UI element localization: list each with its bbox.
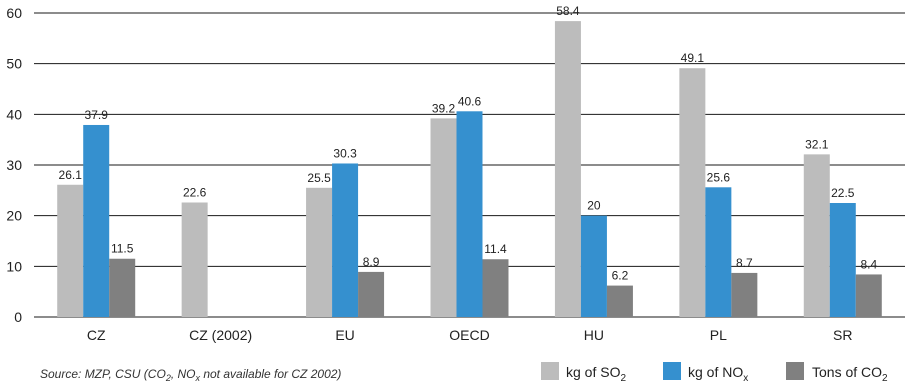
bar-so2-6 bbox=[803, 154, 830, 317]
bar-value-label: 49.1 bbox=[681, 51, 705, 65]
bar-value-label: 58.4 bbox=[556, 4, 580, 18]
legend-item-co2: Tons of CO2 bbox=[786, 362, 888, 383]
bar-value-label: 11.5 bbox=[111, 242, 134, 256]
bar-co2-4 bbox=[606, 285, 633, 317]
bar-nox-6 bbox=[829, 203, 856, 317]
legend-item-so2: kg of SO2 bbox=[541, 362, 626, 383]
y-tick-label: 0 bbox=[14, 309, 22, 325]
legend-label-so2: kg of SO2 bbox=[566, 364, 626, 383]
bar-value-label: 30.3 bbox=[333, 146, 357, 160]
bar-value-label: 11.4 bbox=[484, 242, 507, 256]
bar-value-label: 32.1 bbox=[805, 137, 829, 151]
bar-so2-2 bbox=[306, 187, 333, 317]
bar-value-label: 22.5 bbox=[831, 186, 855, 200]
category-label: SR bbox=[833, 327, 852, 343]
bar-nox-0 bbox=[83, 124, 110, 318]
bar-value-label: 20 bbox=[587, 199, 601, 213]
y-tick-label: 20 bbox=[6, 208, 22, 224]
y-tick-label: 30 bbox=[6, 157, 22, 173]
bar-value-labels: 26.1 37.9 11.5 22.6 25.530.3 8.9 39.240.6 11.4 5… bbox=[59, 4, 878, 282]
legend-label-co2: Tons of CO2 bbox=[812, 364, 888, 383]
bar-value-label: 37.9 bbox=[85, 108, 109, 122]
y-tick-label: 10 bbox=[6, 258, 22, 274]
y-tick-label: 60 bbox=[6, 5, 22, 21]
bar-so2-5 bbox=[679, 68, 706, 317]
bar-so2-0 bbox=[57, 184, 84, 317]
legend-swatch-co2 bbox=[786, 362, 804, 380]
bar-nox-4 bbox=[580, 215, 607, 317]
category-labels: CZ CZ (2002) EU OECD HU PL SR bbox=[87, 327, 853, 343]
legend-label-nox: kg of NOx bbox=[688, 364, 748, 383]
bar-value-label: 25.5 bbox=[307, 171, 331, 185]
category-label: EU bbox=[335, 327, 354, 343]
legend: kg of SO2 kg of NOx Tons of CO2 bbox=[541, 362, 888, 383]
y-axis-tick-labels: 0 10 20 30 40 50 60 bbox=[6, 5, 22, 325]
bar-so2-4 bbox=[554, 21, 581, 318]
bar-nox-5 bbox=[705, 187, 732, 317]
bar-so2-3 bbox=[430, 118, 457, 318]
bar-value-label: 25.6 bbox=[707, 170, 731, 184]
bars bbox=[57, 21, 882, 318]
legend-swatch-so2 bbox=[541, 362, 559, 380]
bar-value-label: 6.2 bbox=[612, 269, 629, 283]
bar-co2-5 bbox=[731, 272, 758, 317]
bar-so2-1 bbox=[181, 202, 208, 317]
bar-value-label: 40.6 bbox=[458, 94, 482, 108]
bar-value-label: 8.7 bbox=[736, 256, 753, 270]
legend-item-nox: kg of NOx bbox=[663, 362, 748, 383]
bar-co2-6 bbox=[855, 274, 882, 317]
bar-nox-2 bbox=[332, 163, 359, 317]
y-tick-label: 40 bbox=[6, 106, 22, 122]
source-note: Source: MZP, CSU (CO2, NOx not available… bbox=[40, 367, 341, 383]
category-label: CZ bbox=[87, 327, 106, 343]
bar-value-label: 22.6 bbox=[183, 185, 207, 199]
category-label: HU bbox=[584, 327, 604, 343]
category-label: OECD bbox=[449, 327, 489, 343]
bar-value-label: 8.4 bbox=[860, 257, 877, 271]
category-label: PL bbox=[710, 327, 727, 343]
bar-value-label: 39.2 bbox=[432, 101, 456, 115]
bar-co2-2 bbox=[358, 271, 385, 317]
legend-swatch-nox bbox=[663, 362, 681, 380]
bar-value-label: 26.1 bbox=[59, 168, 83, 182]
y-tick-label: 50 bbox=[6, 56, 22, 72]
bar-nox-3 bbox=[456, 111, 483, 317]
bar-value-label: 8.9 bbox=[363, 255, 380, 269]
bar-co2-3 bbox=[482, 259, 509, 317]
category-label: CZ (2002) bbox=[189, 327, 252, 343]
bar-co2-0 bbox=[109, 258, 136, 317]
